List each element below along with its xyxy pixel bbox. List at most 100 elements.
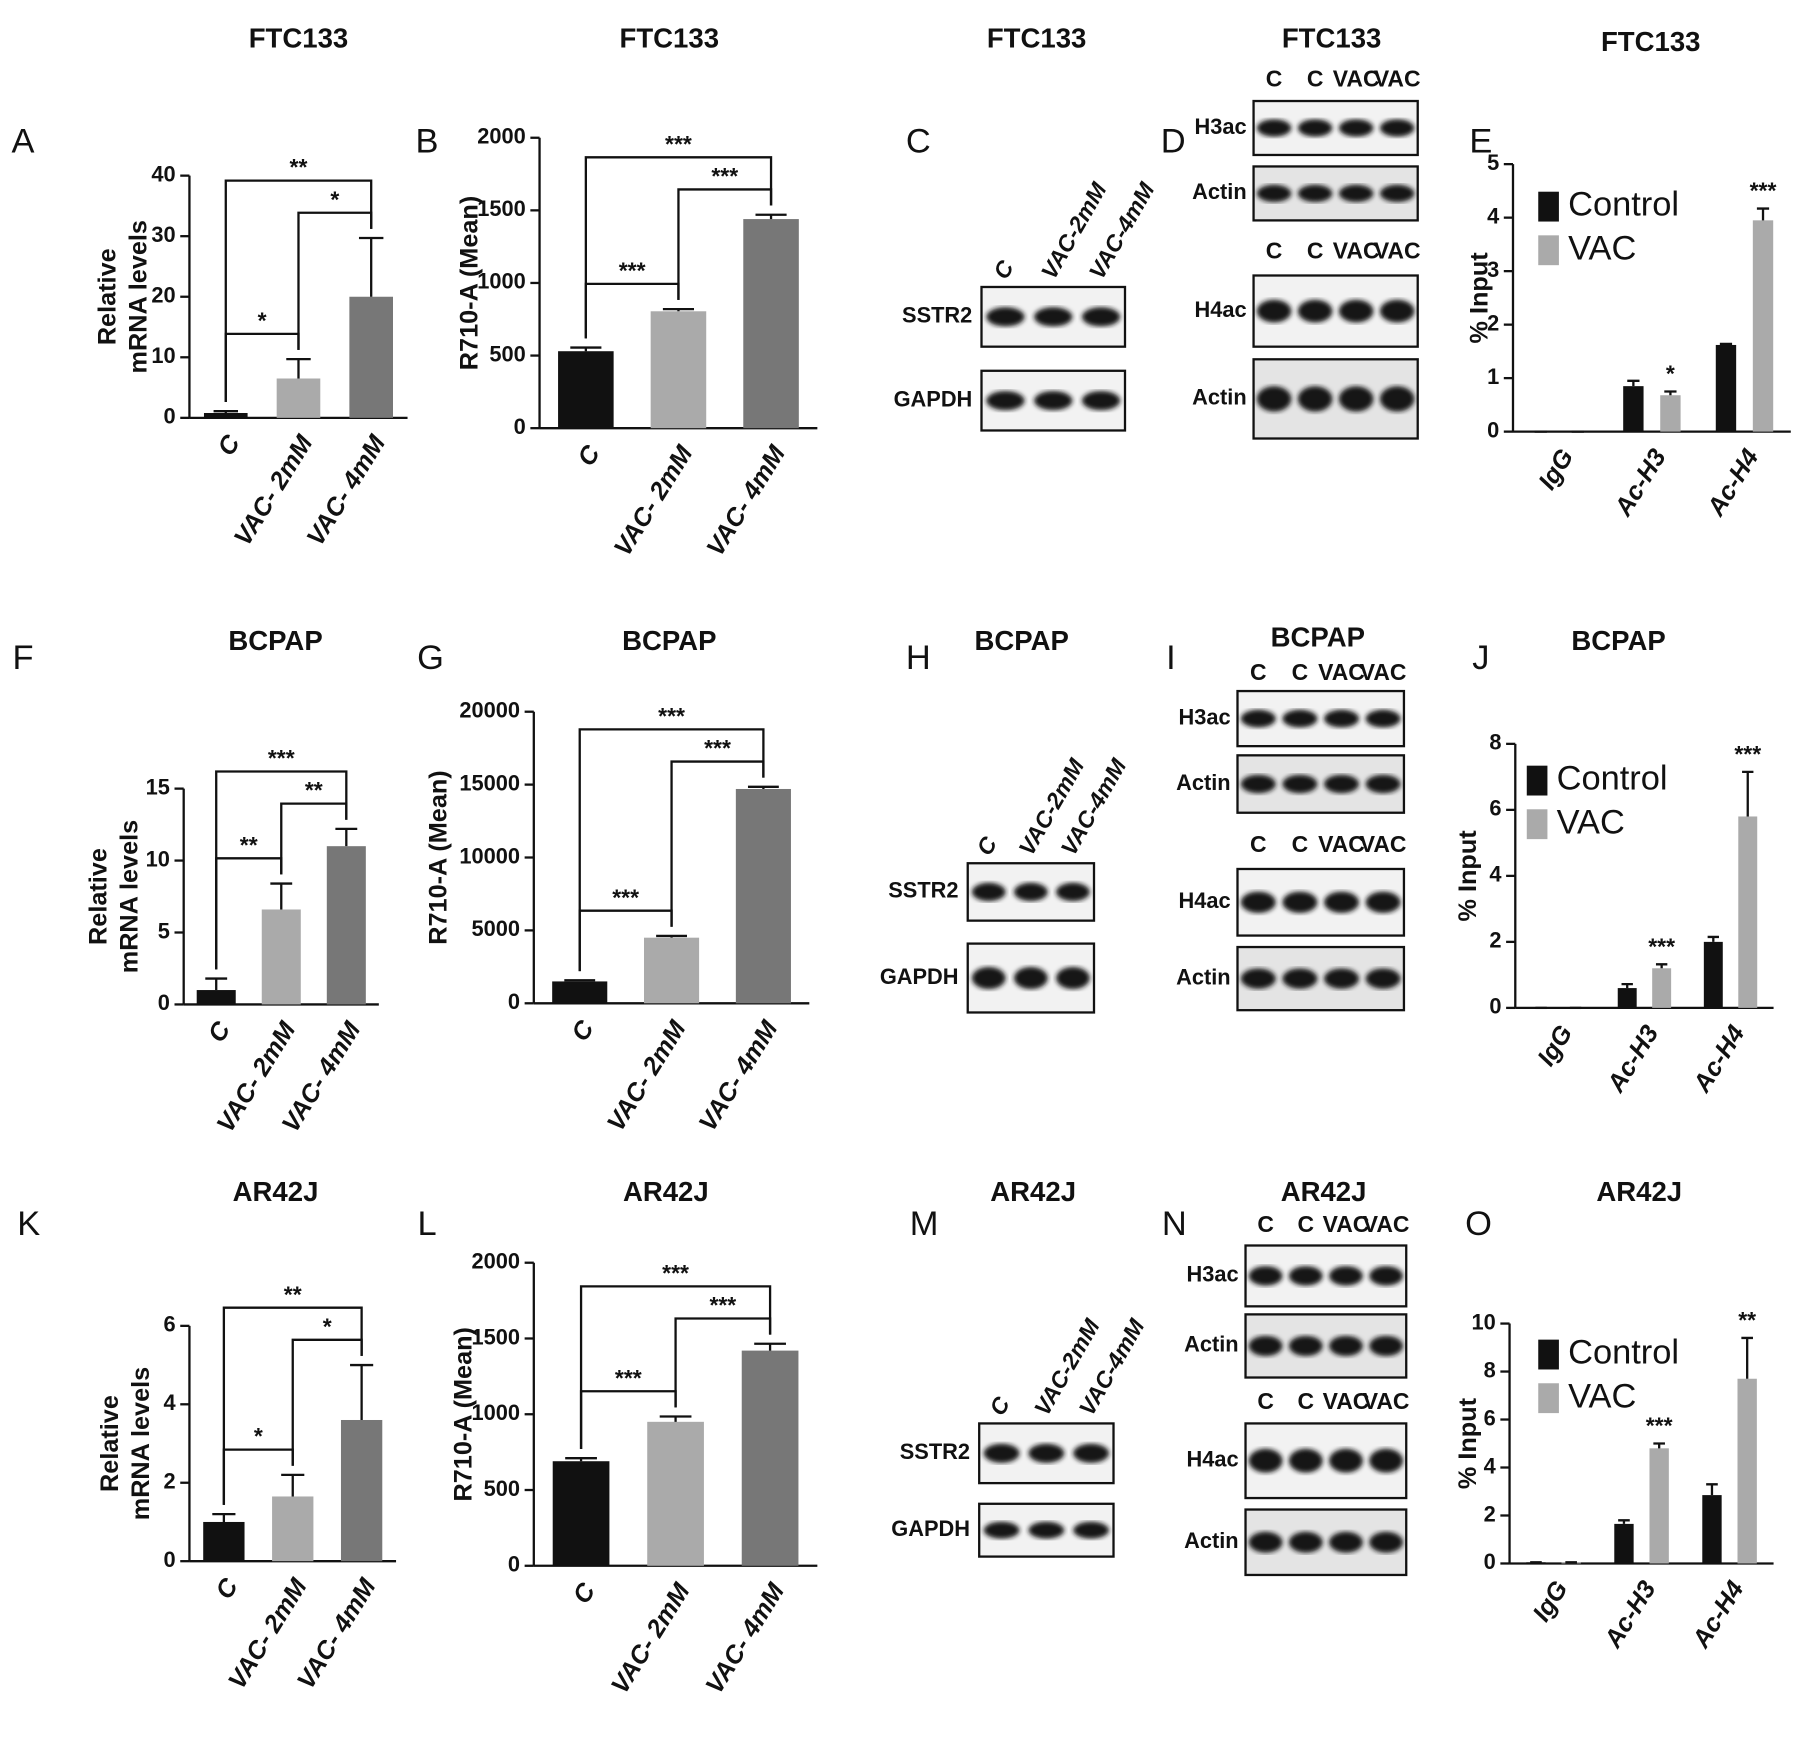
lane-label: VAC xyxy=(1318,831,1365,857)
significance-label: *** xyxy=(612,884,639,910)
blot-band xyxy=(1248,1531,1283,1553)
chart-title: FTC133 xyxy=(620,22,720,53)
blot-band xyxy=(1369,1335,1404,1357)
y-tick-label: 1000 xyxy=(472,1400,520,1425)
bar xyxy=(647,1421,704,1566)
lane-label: VAC xyxy=(1323,1388,1370,1414)
chart-title: BCPAP xyxy=(622,625,716,656)
significance-label: * xyxy=(330,186,339,212)
blot-band xyxy=(1073,1443,1110,1463)
significance-label: *** xyxy=(658,703,685,729)
error-bar xyxy=(1664,390,1677,396)
y-tick-label: 5000 xyxy=(472,916,520,941)
error-bar xyxy=(1618,1519,1630,1524)
panel-label: I xyxy=(1166,639,1176,677)
x-tick-label: VAC- 4mM xyxy=(701,440,791,561)
blot-band xyxy=(1365,709,1401,728)
x-tick-label: Ac-H4 xyxy=(1687,1576,1750,1654)
y-axis-label: mRNA levels xyxy=(125,220,153,373)
bar xyxy=(326,846,366,1005)
error-bar xyxy=(1706,1483,1718,1496)
y-tick-label: 8 xyxy=(1484,1357,1496,1382)
bar xyxy=(552,1461,610,1566)
significance-label: * xyxy=(254,1423,263,1449)
lane-label: C xyxy=(1307,238,1324,264)
lane-label: C xyxy=(1292,831,1309,857)
blot-band xyxy=(986,307,1025,327)
blot-band xyxy=(1297,119,1333,137)
bar xyxy=(650,311,707,429)
row-label: Actin xyxy=(1192,385,1247,410)
lane-label: VAC xyxy=(1323,1211,1370,1237)
blot-band xyxy=(1369,1448,1404,1473)
significance-label: * xyxy=(323,1313,332,1339)
error-bar xyxy=(1719,342,1733,346)
blot-band xyxy=(1324,968,1359,989)
blot-title: FTC133 xyxy=(1282,22,1382,53)
y-tick-label: 30 xyxy=(151,222,175,247)
x-tick-label: IgG xyxy=(1533,444,1579,495)
error-bar xyxy=(213,410,238,414)
blot-band xyxy=(1014,882,1048,902)
significance-label: *** xyxy=(615,1365,642,1391)
y-tick-label: 0 xyxy=(1484,1549,1496,1574)
x-tick-label: Ac-H3 xyxy=(1599,1576,1662,1654)
blot-band xyxy=(1329,1266,1363,1286)
bar xyxy=(1614,1523,1634,1564)
bar xyxy=(1703,941,1723,1008)
error-bar xyxy=(659,1415,692,1422)
bar xyxy=(1702,1495,1722,1564)
legend-label: Control xyxy=(1568,1334,1679,1372)
y-tick-label: 0 xyxy=(508,989,520,1014)
chart-title: AR42J xyxy=(1596,1176,1682,1207)
significance-label: ** xyxy=(1738,1307,1756,1333)
chart-title: AR42J xyxy=(233,1176,319,1207)
significance-label: *** xyxy=(709,1292,736,1318)
blot-band xyxy=(1282,774,1318,794)
error-bar xyxy=(335,827,358,847)
y-tick-label: 0 xyxy=(1487,417,1499,442)
y-axis-label: R710-A (Mean) xyxy=(424,770,452,944)
y-tick-label: 6 xyxy=(164,1312,176,1337)
x-tick-label: VAC- 4mM xyxy=(694,1015,784,1136)
lane-label: VAC xyxy=(1333,238,1380,264)
y-tick-label: 5 xyxy=(1487,150,1499,175)
y-tick-label: 10 xyxy=(1472,1309,1496,1334)
lane-label: C xyxy=(1298,1211,1315,1237)
row-label: Actin xyxy=(1184,1528,1239,1553)
significance-label: *** xyxy=(1734,741,1761,767)
blot-band xyxy=(1338,119,1374,137)
significance-label: *** xyxy=(268,745,295,771)
panel-label: H xyxy=(906,639,931,677)
significance-bracket xyxy=(578,728,765,972)
blot-band xyxy=(1256,299,1292,323)
blot-band xyxy=(971,882,1006,902)
legend-swatch xyxy=(1538,1339,1559,1370)
blot-band xyxy=(1256,184,1292,203)
x-tick-label: Ac-H4 xyxy=(1701,444,1764,522)
blot-band xyxy=(1288,1335,1323,1357)
error-bar xyxy=(656,934,687,938)
panel-label: O xyxy=(1465,1205,1492,1243)
blot-band xyxy=(983,1521,1020,1539)
error-bar xyxy=(1655,963,1668,969)
error-bar xyxy=(205,977,228,991)
significance-label: ** xyxy=(240,832,258,858)
legend-label: VAC xyxy=(1557,803,1625,841)
lane-label: VAC xyxy=(1374,65,1421,91)
blot-band xyxy=(1028,1521,1065,1539)
x-tick-label: C xyxy=(210,1573,244,1604)
legend-label: Control xyxy=(1568,186,1679,224)
error-bar xyxy=(270,882,293,910)
bar xyxy=(203,413,248,418)
y-tick-label: 8 xyxy=(1489,730,1501,755)
error-bar xyxy=(1627,379,1640,387)
error-bar xyxy=(662,307,695,312)
blot-band xyxy=(1365,968,1401,989)
blot-band xyxy=(983,1443,1020,1463)
y-axis-label: % Input xyxy=(1466,252,1494,344)
panel-label: C xyxy=(906,123,931,161)
error-bar xyxy=(358,236,384,297)
y-tick-label: 500 xyxy=(489,341,525,366)
x-tick-label: C xyxy=(572,440,606,471)
